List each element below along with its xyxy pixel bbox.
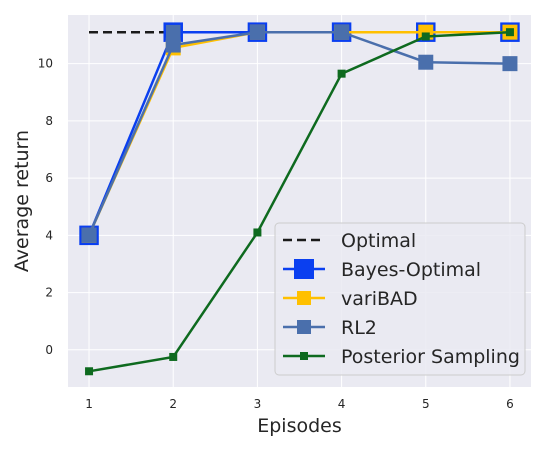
legend-label: Posterior Sampling [341,346,520,368]
legend-label: Bayes-Optimal [341,259,481,281]
legend-marker [294,259,314,279]
series-rl2 [81,24,518,243]
y-tick-label: 2 [45,286,53,300]
data-point [502,56,518,72]
data-point [334,24,350,40]
x-tick-label: 2 [169,397,177,411]
legend: Optimal Bayes-Optimal variBAD RL2 Posterior … [274,222,526,376]
y-tick-label: 0 [45,343,53,357]
series-layer [79,22,520,376]
data-point [421,32,430,41]
y-axis-label: Average return [11,130,33,272]
y-tick-label: 8 [45,114,53,128]
legend-entry: variBAD [283,288,418,310]
x-tick-labels: 1 2 3 4 5 6 [85,397,514,411]
legend-entry: Optimal [283,230,416,252]
data-point [165,37,181,53]
data-point [169,352,178,361]
series-line [88,30,511,373]
data-point [81,227,97,243]
data-point [418,54,434,70]
y-tick-label: 6 [45,171,53,185]
data-point [253,228,262,237]
data-point [505,28,514,37]
y-tick-labels: 0 2 4 6 8 10 [38,57,53,357]
x-tick-label: 6 [506,397,514,411]
legend-marker [297,320,311,334]
legend-entry: Posterior Sampling [283,346,520,368]
x-tick-label: 1 [85,397,93,411]
x-tick-label: 5 [422,397,430,411]
legend-entry: RL2 [283,317,377,339]
legend-marker [300,352,308,360]
series-line [87,30,511,236]
legend-label: RL2 [341,317,377,339]
legend-entry: Bayes-Optimal [283,259,481,281]
legend-marker [297,291,311,305]
data-point [337,69,346,78]
legend-label: Optimal [341,230,416,252]
legend-box [274,222,526,376]
data-point [249,24,265,40]
series-posterior-sampling [85,28,514,376]
x-tick-label: 3 [254,397,262,411]
legend-label: variBAD [341,288,418,310]
x-axis-label: Episodes [257,415,342,437]
y-tick-label: 10 [38,57,53,71]
x-tick-label: 4 [338,397,346,411]
data-point [85,367,94,376]
y-tick-label: 4 [45,228,53,242]
